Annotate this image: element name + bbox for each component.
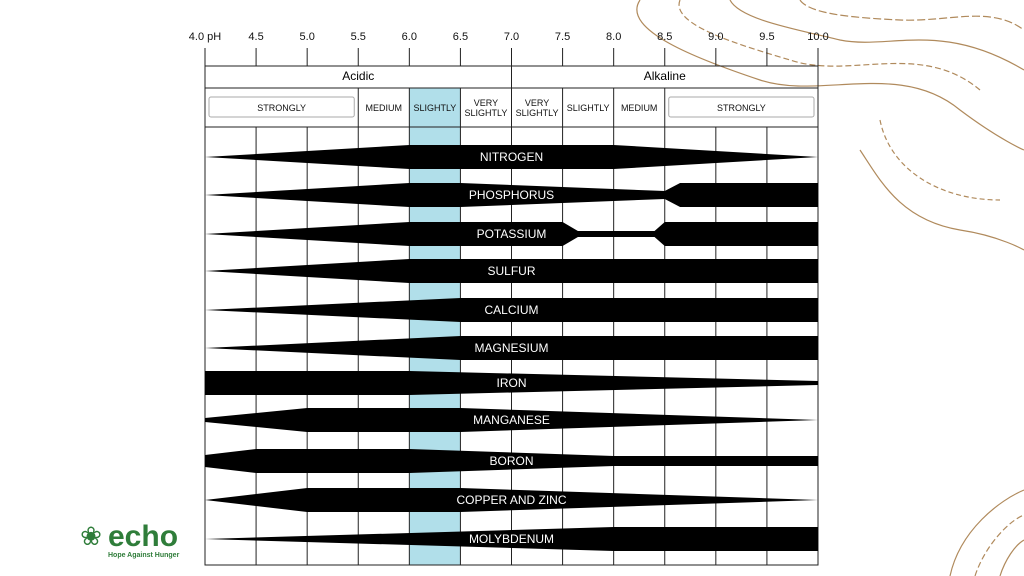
nutrient-band (205, 371, 818, 395)
acidity-label: VERY SLIGHTLY (464, 97, 508, 118)
ph-tick-label: 5.5 (351, 31, 366, 43)
nutrient-label: BORON (489, 454, 533, 468)
contour-decoration (636, 0, 1024, 576)
nutrient-band (205, 183, 818, 207)
ph-tick-label: 7.5 (555, 31, 570, 43)
group-label: Acidic (342, 69, 374, 83)
label-box (208, 96, 355, 118)
ph-tick-label: 4.0 pH (189, 31, 221, 43)
nutrient-band (205, 298, 818, 322)
nutrient-band (205, 488, 818, 512)
nutrient-band (205, 145, 818, 169)
ph-tick-label: 6.5 (453, 31, 468, 43)
nutrient-label: SULFUR (487, 264, 535, 278)
ph-tick-label: 4.5 (248, 31, 263, 43)
nutrient-label: NITROGEN (480, 150, 543, 164)
acidity-label: STRONGLY (257, 102, 307, 113)
nutrient-label: MAGNESIUM (474, 341, 548, 355)
logo-icon: ❀ (80, 521, 102, 551)
label-box (668, 96, 815, 118)
acidity-label: SLIGHTLY (413, 102, 457, 113)
nutrient-band (205, 336, 818, 360)
ph-tick-label: 9.0 (708, 31, 723, 43)
ph-tick-label: 5.0 (300, 31, 315, 43)
nutrient-band (205, 259, 818, 283)
logo-tagline: Hope Against Hunger (108, 552, 180, 559)
ph-tick-label: 8.5 (657, 31, 672, 43)
logo-name: echo (108, 520, 179, 553)
nutrient-band (205, 222, 818, 246)
group-label: Alkaline (644, 69, 686, 83)
nutrient-band (205, 449, 818, 473)
nutrient-label: POTASSIUM (477, 227, 547, 241)
acidity-label: STRONGLY (716, 102, 766, 113)
ph-tick-label: 7.0 (504, 31, 519, 43)
nutrient-label: COPPER AND ZINC (456, 493, 566, 507)
ph-tick-label: 8.0 (606, 31, 621, 43)
acidity-label: SLIGHTLY (566, 102, 610, 113)
ph-tick-label: 6.0 (402, 31, 417, 43)
nutrient-label: MANGANESE (473, 413, 550, 427)
nutrient-band (205, 408, 818, 432)
acidity-label: MEDIUM (365, 102, 403, 113)
ph-tick-label: 9.5 (759, 31, 774, 43)
nutrient-label: IRON (497, 376, 527, 390)
nutrient-label: CALCIUM (484, 303, 538, 317)
ph-tick-label: 10.0 (807, 31, 828, 43)
nutrient-label: PHOSPHORUS (469, 188, 554, 202)
acidity-label: VERY SLIGHTLY (515, 97, 559, 118)
nutrient-band (205, 527, 818, 551)
nutrient-label: MOLYBDENUM (469, 532, 554, 546)
acidity-label: MEDIUM (620, 102, 658, 113)
